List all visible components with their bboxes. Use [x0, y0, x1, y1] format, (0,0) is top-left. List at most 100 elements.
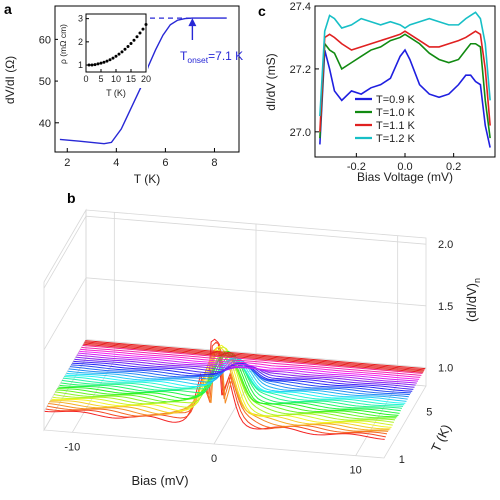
z-gridline-2 — [43, 215, 427, 289]
c-x-tick-label-1: 0.0 — [397, 161, 412, 173]
y-tick-label-0: 40 — [39, 118, 51, 130]
inset-point-2 — [93, 63, 97, 67]
panel-label-a: a — [4, 1, 12, 17]
panel-c-series — [319, 11, 491, 148]
inset-point-1 — [90, 63, 94, 67]
inset-x-tick-label-1: 5 — [98, 74, 103, 84]
inset-points — [87, 22, 148, 67]
trace-2 — [80, 348, 421, 378]
onset-arrow-head — [188, 18, 197, 27]
panel-c-legend: T=0.9 KT=1.0 KT=1.1 KT=1.2 K — [355, 94, 415, 145]
bias-tick-label-1: 0 — [211, 453, 217, 465]
trace-33 — [44, 338, 385, 440]
inset-point-6 — [105, 59, 109, 63]
inset-point-19 — [144, 22, 148, 26]
panel-a-ticks: 2 4 6 8 40 50 60 — [39, 34, 218, 169]
panel-b-z-axis-label: (dI/dV)n — [464, 278, 482, 322]
panel-b-waterfall-plot: -10 0 10 1 5 1.0 1.5 2.0 Bias (mV) T (K) (dI/dV… — [43, 208, 482, 488]
conductance-line-1 — [319, 33, 491, 139]
inset-point-12 — [123, 47, 127, 51]
legend-label-0: T=0.9 K — [376, 94, 415, 106]
inset-x-axis-label: T (K) — [106, 88, 126, 98]
panel-c-ticks: -0.2 0.0 0.2 27.0 27.2 27.4 — [290, 1, 462, 173]
legend-label-1: T=1.0 K — [376, 107, 415, 119]
bias-tick-label-0: -10 — [64, 441, 80, 453]
panel-b-y-axis-label: T (K) — [428, 422, 454, 454]
c-y-tick-label-2: 27.4 — [290, 1, 311, 13]
panel-label-c: c — [258, 3, 266, 19]
flat-line-2 — [84, 341, 425, 371]
bias-tick-label-2: 10 — [350, 465, 362, 477]
panel-a-series — [59, 17, 227, 145]
inset-y-tick-label-2: 3 — [78, 14, 83, 24]
resistance-line — [59, 17, 227, 145]
conductance-line-2 — [319, 30, 491, 132]
panel-a-y-axis-label: dV/dI (Ω) — [3, 56, 17, 104]
inset-ticks: 0 5 10 15 20 1 2 3 — [78, 14, 151, 84]
legend-label-2: T=1.1 K — [376, 120, 415, 132]
trace-3 — [79, 350, 420, 380]
onset-label: Tonset=7.1 K — [180, 49, 243, 65]
flat-line-1 — [83, 342, 424, 372]
inset-y-tick-label-0: 1 — [78, 60, 83, 70]
inset-x-tick-label-0: 0 — [83, 74, 88, 84]
x-tick-label-3: 8 — [211, 157, 217, 169]
panel-c-y-axis-label: dI/dV (mS) — [264, 53, 278, 110]
inset-point-8 — [111, 56, 115, 60]
z-gridline-0 — [43, 339, 427, 412]
trace-6 — [75, 356, 416, 386]
inset-point-3 — [96, 62, 100, 66]
panel-a-inset: 0 5 10 15 20 1 2 3 T (K) ρ (mΩ cm) — [58, 8, 151, 98]
inset-point-9 — [114, 54, 118, 58]
trace-27 — [51, 344, 392, 428]
trace-23 — [56, 354, 397, 419]
inset-point-4 — [99, 61, 103, 65]
panel-b-z-label-sub: n — [472, 278, 482, 283]
z-tick-label-1: 1.5 — [438, 301, 453, 313]
temperature-tick-label-0: 1 — [399, 454, 405, 466]
c-x-tick-label-2: 0.2 — [446, 161, 461, 173]
onset-label-tail: =7.1 K — [208, 49, 243, 63]
c-y-tick-label-0: 27.0 — [290, 127, 311, 139]
inset-point-11 — [120, 50, 124, 54]
panel-c-conductance-plot: -0.2 0.0 0.2 27.0 27.2 27.4 Bias Voltage (mV)… — [264, 1, 496, 184]
panel-a-axes-frame — [54, 5, 240, 153]
inset-point-5 — [102, 60, 106, 64]
inset-point-17 — [138, 31, 142, 35]
x-tick-label-0: 2 — [64, 157, 70, 169]
panel-b-traces — [44, 338, 426, 440]
inset-point-15 — [132, 38, 136, 42]
c-x-tick-label-0: -0.2 — [347, 161, 366, 173]
panel-a-x-axis-label: T (K) — [134, 172, 160, 186]
panel-b-ticks: -10 0 10 1 5 1.0 1.5 2.0 — [64, 239, 453, 476]
panel-b-x-axis-label: Bias (mV) — [131, 473, 188, 488]
inset-x-tick-label-4: 20 — [141, 74, 151, 84]
onset-label-sub: onset — [187, 55, 208, 65]
conductance-line-3 — [319, 11, 491, 117]
inset-point-13 — [126, 44, 130, 48]
legend-label-3: T=1.2 K — [376, 133, 415, 145]
trace-1 — [81, 346, 422, 376]
z-tick-label-2: 2.0 — [438, 239, 453, 251]
y-tick-label-1: 50 — [39, 76, 51, 88]
y-tick-label-2: 60 — [39, 34, 51, 46]
inset-point-16 — [135, 35, 139, 39]
c-y-tick-label-1: 27.2 — [290, 64, 311, 76]
x-tick-label-1: 4 — [113, 157, 119, 169]
inset-point-0 — [87, 63, 91, 67]
inset-x-tick-label-2: 10 — [111, 74, 121, 84]
trace-25 — [53, 350, 394, 423]
panel-label-b: b — [67, 190, 76, 206]
inset-y-tick-label-1: 2 — [78, 37, 83, 47]
panel-b-3d-grid — [43, 208, 427, 459]
trace-21 — [58, 350, 399, 416]
trace-32 — [45, 341, 386, 438]
z-gridline-1 — [43, 277, 427, 351]
inset-point-7 — [108, 58, 112, 62]
z-tick-label-0: 1.0 — [438, 363, 453, 375]
flat-line-0 — [83, 343, 424, 373]
trace-26 — [52, 346, 393, 426]
inset-point-14 — [129, 41, 133, 45]
